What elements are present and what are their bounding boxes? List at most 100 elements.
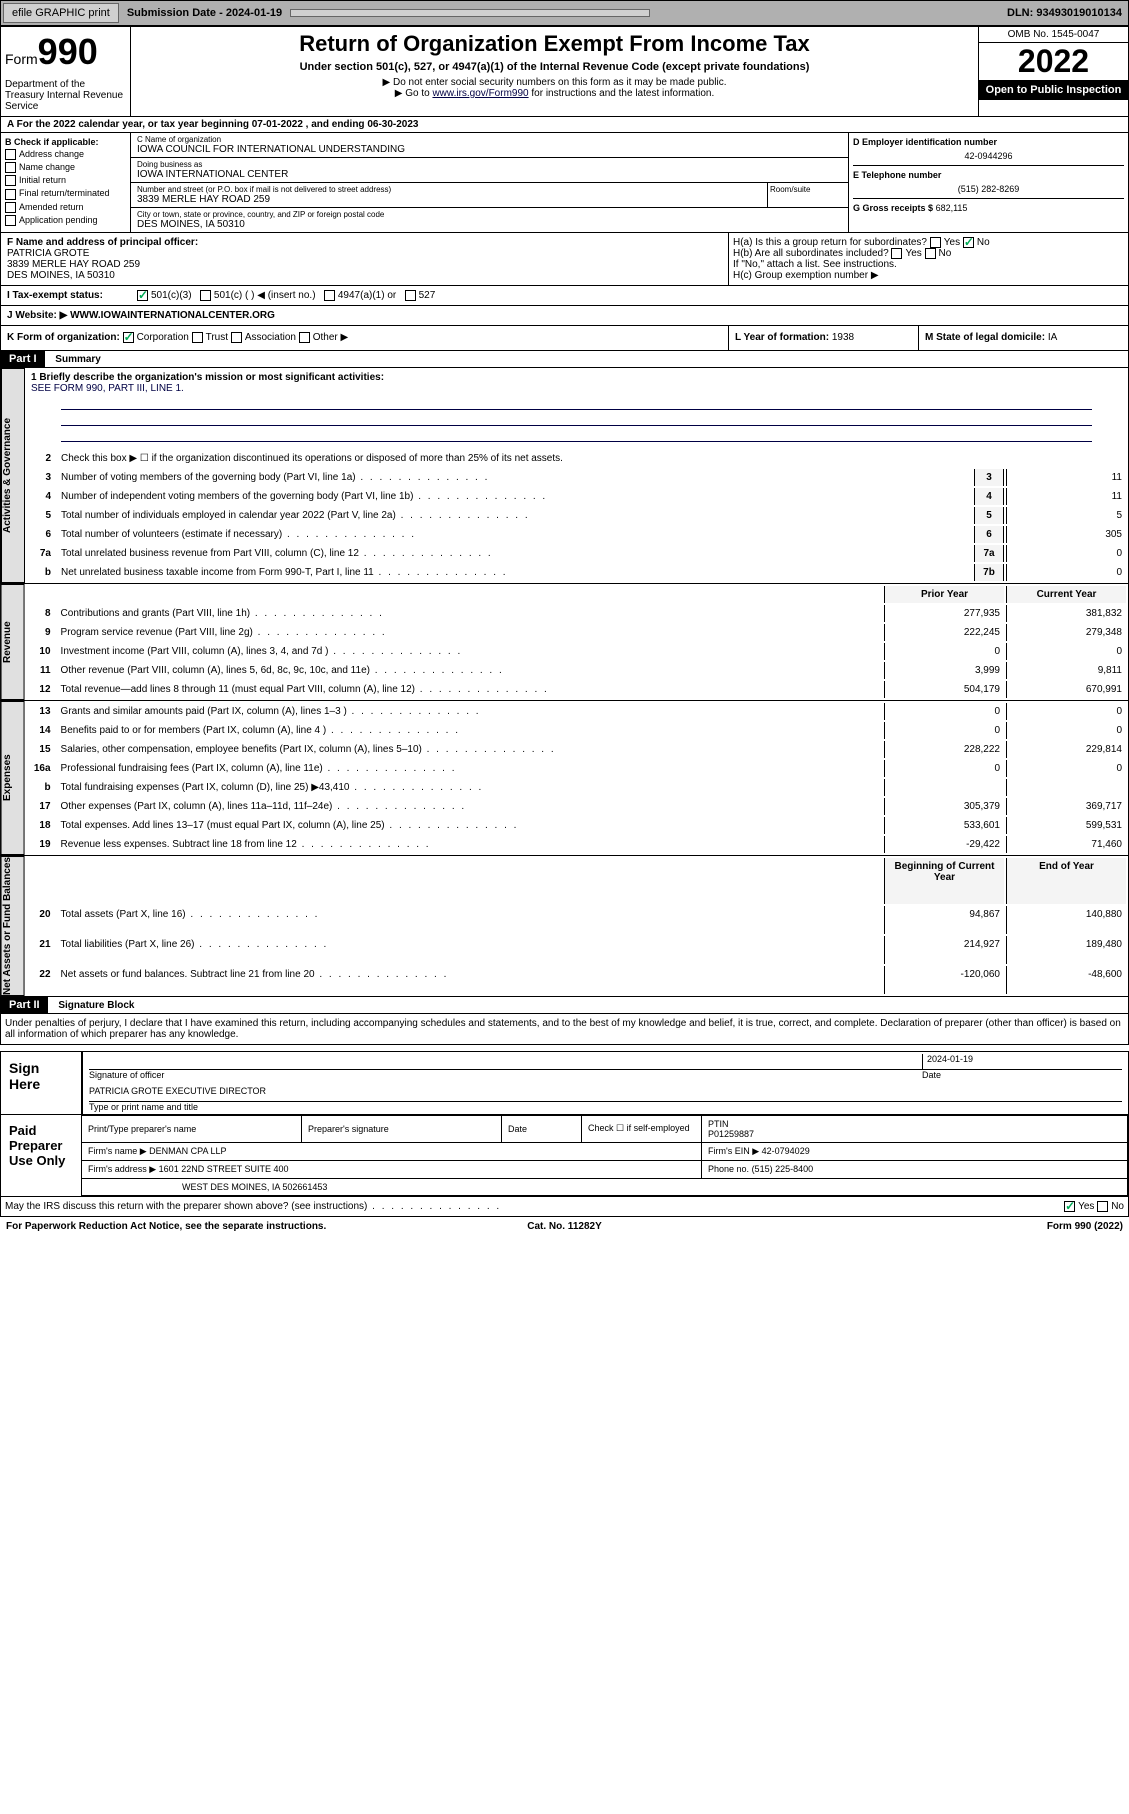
line-desc: Total revenue—add lines 8 through 11 (mu…: [57, 681, 882, 698]
current-value: 0: [1006, 703, 1126, 720]
website-value: WWW.IOWAINTERNATIONALCENTER.ORG: [70, 310, 275, 321]
line-desc: Total number of volunteers (estimate if …: [57, 526, 972, 543]
line-num: 14: [27, 722, 55, 739]
gross-receipts-label: G Gross receipts $: [853, 203, 933, 213]
firm-name-label: Firm's name ▶: [88, 1146, 147, 1156]
officer-printed-name: PATRICIA GROTE EXECUTIVE DIRECTOR: [89, 1086, 1122, 1101]
firm-name: DENMAN CPA LLP: [149, 1146, 226, 1156]
app-pending-checkbox[interactable]: [5, 215, 16, 226]
line-value: 305: [1006, 526, 1126, 543]
line-desc: Total liabilities (Part X, line 26): [57, 936, 882, 964]
line-desc: Check this box ▶ ☐ if the organization d…: [57, 450, 1126, 467]
line-desc: Other expenses (Part IX, column (A), lin…: [57, 798, 882, 815]
discuss-yes-checkbox[interactable]: [1064, 1201, 1075, 1212]
city-label: City or town, state or province, country…: [137, 210, 842, 219]
form-title: Return of Organization Exempt From Incom…: [135, 31, 974, 57]
line-num: 5: [27, 507, 55, 524]
line-desc: Program service revenue (Part VIII, line…: [57, 624, 882, 641]
prior-value: 3,999: [884, 662, 1004, 679]
line-desc: Net assets or fund balances. Subtract li…: [57, 966, 882, 994]
line-num: 10: [27, 643, 55, 660]
prep-sig-col: Preparer's signature: [302, 1115, 502, 1142]
prior-value: -120,060: [884, 966, 1004, 994]
line-a: A For the 2022 calendar year, or tax yea…: [1, 117, 1128, 133]
form-number: Form990: [5, 31, 126, 73]
top-bar: efile GRAPHIC print Submission Date - 20…: [0, 0, 1129, 26]
sig-officer-label: Signature of officer: [89, 1070, 922, 1080]
hb-question: H(b) Are all subordinates included? Yes …: [733, 248, 1124, 259]
current-value: 0: [1006, 643, 1126, 660]
amended-checkbox[interactable]: [5, 202, 16, 213]
part1-label: Part I: [1, 351, 45, 367]
line-desc: Professional fundraising fees (Part IX, …: [57, 760, 882, 777]
line-desc: Total expenses. Add lines 13–17 (must eq…: [57, 817, 882, 834]
dln: DLN: 93493019010134: [1007, 7, 1128, 19]
self-employed-check: Check ☐ if self-employed: [582, 1115, 702, 1142]
line-num: 16a: [27, 760, 55, 777]
catalog-number: Cat. No. 11282Y: [378, 1221, 750, 1232]
current-value: 369,717: [1006, 798, 1126, 815]
firm-ein-label: Firm's EIN ▶: [708, 1146, 759, 1156]
line-num: 12: [27, 681, 55, 698]
paid-preparer-label: Paid Preparer Use Only: [1, 1115, 81, 1196]
note-ssn: ▶ Do not enter social security numbers o…: [135, 77, 974, 88]
ha-no-checkbox[interactable]: [963, 237, 974, 248]
line-desc: Revenue less expenses. Subtract line 18 …: [57, 836, 882, 853]
current-value: 189,480: [1006, 936, 1126, 964]
form-subtitle: Under section 501(c), 527, or 4947(a)(1)…: [135, 61, 974, 73]
expenses-tab: Expenses: [1, 701, 25, 855]
phone-value: (515) 282-8269: [853, 184, 1124, 194]
website-label: J Website: ▶: [7, 310, 67, 321]
discuss-no-checkbox[interactable]: [1097, 1201, 1108, 1212]
line-num: 9: [27, 624, 55, 641]
addr-change-checkbox[interactable]: [5, 149, 16, 160]
assoc-checkbox[interactable]: [231, 332, 242, 343]
501c-checkbox[interactable]: [200, 290, 211, 301]
officer-label: F Name and address of principal officer:: [7, 237, 198, 248]
final-return-checkbox[interactable]: [5, 189, 16, 200]
ha-yes-checkbox[interactable]: [930, 237, 941, 248]
firm-addr-label: Firm's address ▶: [88, 1164, 156, 1174]
line-value: 11: [1006, 488, 1126, 505]
line-num: 21: [27, 936, 55, 964]
prior-value: 228,222: [884, 741, 1004, 758]
other-checkbox[interactable]: [299, 332, 310, 343]
blank-button[interactable]: [290, 9, 650, 17]
initial-return-checkbox[interactable]: [5, 175, 16, 186]
ha-question: H(a) Is this a group return for subordin…: [733, 237, 1124, 248]
efile-button[interactable]: efile GRAPHIC print: [3, 3, 119, 23]
firm-addr2: WEST DES MOINES, IA 502661453: [82, 1178, 1128, 1195]
prep-name-col: Print/Type preparer's name: [82, 1115, 302, 1142]
current-value: -48,600: [1006, 966, 1126, 994]
line-num: 17: [27, 798, 55, 815]
501c3-checkbox[interactable]: [137, 290, 148, 301]
dba-label: Doing business as: [137, 160, 842, 169]
line-box: 7a: [974, 545, 1004, 562]
4947-checkbox[interactable]: [324, 290, 335, 301]
name-change-checkbox[interactable]: [5, 162, 16, 173]
line-num: 20: [27, 906, 55, 934]
line-num: 2: [27, 450, 55, 467]
org-name-label: C Name of organization: [137, 135, 842, 144]
col-header: Current Year: [1006, 586, 1126, 603]
open-inspection: Open to Public Inspection: [979, 80, 1128, 100]
hb-yes-checkbox[interactable]: [891, 248, 902, 259]
prior-value: 222,245: [884, 624, 1004, 641]
current-value: 599,531: [1006, 817, 1126, 834]
part2-title: Signature Block: [50, 1000, 134, 1011]
col-header: End of Year: [1006, 858, 1126, 904]
print-name-label: Type or print name and title: [89, 1102, 1122, 1112]
domicile-state: IA: [1048, 332, 1057, 343]
irs-link[interactable]: www.irs.gov/Form990: [432, 88, 528, 99]
prior-value: 305,379: [884, 798, 1004, 815]
hb-no-checkbox[interactable]: [925, 248, 936, 259]
trust-checkbox[interactable]: [192, 332, 203, 343]
corp-checkbox[interactable]: [123, 332, 134, 343]
line-num: 22: [27, 966, 55, 994]
line-num: 8: [27, 605, 55, 622]
tax-year: 2022: [979, 43, 1128, 80]
current-value: 71,460: [1006, 836, 1126, 853]
line-value: 0: [1006, 545, 1126, 562]
527-checkbox[interactable]: [405, 290, 416, 301]
prior-value: 533,601: [884, 817, 1004, 834]
